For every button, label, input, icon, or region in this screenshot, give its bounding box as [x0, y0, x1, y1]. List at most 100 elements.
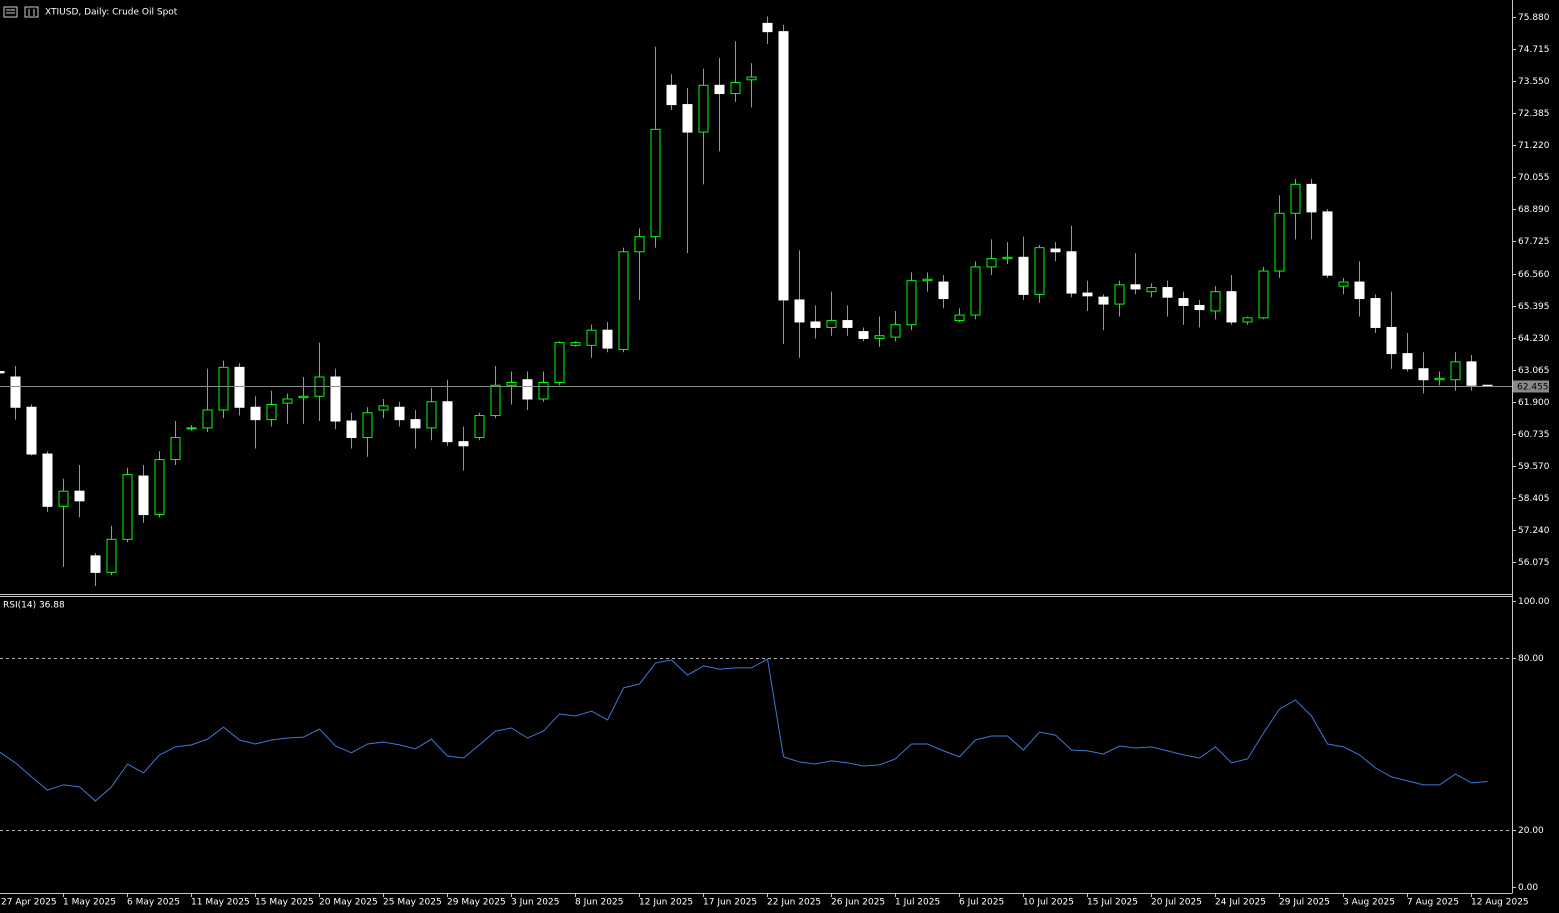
- candle-body: [266, 404, 277, 421]
- candle-body: [938, 281, 949, 300]
- candle-body: [410, 419, 421, 429]
- candle-body: [362, 412, 373, 439]
- y-tick-label: 59.570: [1518, 462, 1550, 472]
- candle-body: [394, 406, 405, 421]
- y-tick-label: 20.00: [1518, 826, 1544, 836]
- candle-body: [1082, 292, 1093, 297]
- candle-body: [1002, 256, 1013, 260]
- candle-body: [58, 490, 69, 507]
- candle-body: [698, 84, 709, 133]
- y-tick-label: 66.560: [1518, 270, 1550, 280]
- chart-icon[interactable]: [24, 6, 39, 18]
- candle-body: [1322, 211, 1333, 276]
- candle-body: [1450, 361, 1461, 381]
- x-tick-label: 3 Aug 2025: [1343, 898, 1395, 908]
- x-tick-label: 6 May 2025: [127, 898, 180, 908]
- y-tick-label: 57.240: [1518, 526, 1550, 536]
- y-tick-label: 61.900: [1518, 398, 1550, 408]
- y-tick-label: 100.00: [1518, 597, 1550, 607]
- candle-body: [1418, 368, 1429, 381]
- candle-body: [730, 82, 741, 95]
- x-tick-label: 25 May 2025: [383, 898, 442, 908]
- x-tick-label: 12 Aug 2025: [1471, 898, 1529, 908]
- y-tick-label: 72.385: [1518, 109, 1550, 119]
- x-tick-label: 22 Jun 2025: [767, 898, 821, 908]
- candle-body: [682, 104, 693, 133]
- candle-body: [826, 320, 837, 328]
- candle-body: [298, 395, 309, 399]
- rsi-line: [0, 658, 1488, 802]
- candle-body: [1018, 256, 1029, 295]
- candle-body: [570, 342, 581, 346]
- candle-body: [218, 366, 229, 411]
- candle-body: [874, 335, 885, 339]
- candle-body: [1434, 377, 1445, 381]
- menu-icon[interactable]: [3, 6, 18, 18]
- candle-body: [906, 280, 917, 326]
- y-tick-label: 73.550: [1518, 77, 1550, 87]
- x-tick-label: 8 Jun 2025: [575, 898, 623, 908]
- x-tick-label: 15 Jul 2025: [1087, 898, 1138, 908]
- y-tick-label: 64.230: [1518, 334, 1550, 344]
- x-tick-label: 3 Jun 2025: [511, 898, 559, 908]
- candle-body: [890, 324, 901, 338]
- x-tick-label: 20 May 2025: [319, 898, 378, 908]
- candle-body: [10, 376, 21, 408]
- candle-body: [858, 331, 869, 339]
- chart-title: XTIUSD, Daily: Crude Oil Spot: [45, 8, 178, 18]
- x-tick-label: 6 Jul 2025: [959, 898, 1004, 908]
- candle-body: [1210, 291, 1221, 312]
- candle-body: [1402, 353, 1413, 370]
- x-tick-label: 7 Aug 2025: [1407, 898, 1459, 908]
- x-tick-label: 17 Jun 2025: [703, 898, 757, 908]
- candle-body: [1194, 304, 1205, 311]
- candle-body: [602, 329, 613, 349]
- candle-body: [122, 474, 133, 540]
- x-tick-label: 20 Jul 2025: [1151, 898, 1202, 908]
- candle-body: [794, 299, 805, 323]
- candle-body: [346, 420, 357, 439]
- candle-body: [1178, 298, 1189, 306]
- x-tick-label: 1 Jul 2025: [895, 898, 940, 908]
- x-tick-label: 29 May 2025: [447, 898, 506, 908]
- y-tick-label: 80.00: [1518, 654, 1544, 664]
- candle-body: [0, 370, 5, 374]
- y-tick-label: 56.075: [1518, 558, 1550, 568]
- candle-body: [378, 405, 389, 411]
- y-tick-label: 60.735: [1518, 430, 1550, 440]
- candle-body: [202, 409, 213, 429]
- current-price-box: [1513, 380, 1549, 393]
- candle-body: [154, 459, 165, 516]
- candle-body: [666, 84, 677, 106]
- candle-body: [330, 376, 341, 422]
- y-tick-label: 63.065: [1518, 366, 1550, 376]
- candle-body: [282, 398, 293, 404]
- candle-body: [954, 314, 965, 322]
- candle-body: [490, 384, 501, 417]
- x-tick-label: 11 May 2025: [191, 898, 250, 908]
- candle-body: [714, 84, 725, 95]
- toolbar-icons[interactable]: [3, 6, 39, 18]
- candle-body: [458, 441, 469, 447]
- candle-body: [186, 427, 197, 430]
- candle-body: [138, 475, 149, 516]
- candle-body: [250, 406, 261, 421]
- candle-body: [1098, 296, 1109, 305]
- candle-body: [1034, 247, 1045, 295]
- candle-body: [762, 22, 773, 33]
- candle-body: [1050, 248, 1061, 253]
- candle-body: [442, 401, 453, 443]
- x-tick-label: 29 Jul 2025: [1279, 898, 1330, 908]
- candle-body: [506, 381, 517, 386]
- candle-body: [922, 278, 933, 282]
- y-tick-label: 74.715: [1518, 45, 1550, 55]
- x-tick-label: 15 May 2025: [255, 898, 314, 908]
- candle-body: [618, 251, 629, 350]
- candle-body: [1114, 284, 1125, 305]
- candle-body: [170, 437, 181, 461]
- x-tick-label: 1 May 2025: [63, 898, 116, 908]
- y-tick-label: 58.405: [1518, 494, 1550, 504]
- candle-body: [474, 415, 485, 439]
